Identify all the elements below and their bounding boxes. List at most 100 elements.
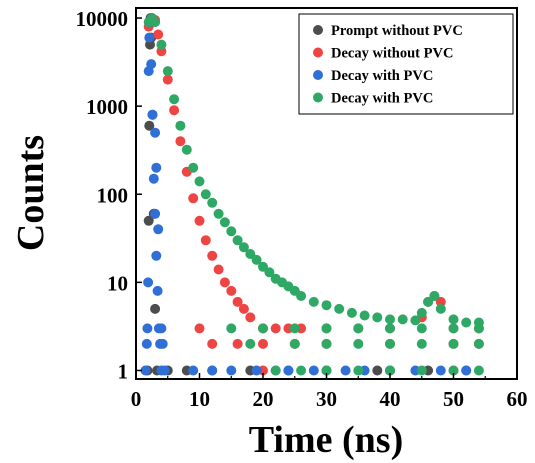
series-3-point-46: [353, 323, 364, 334]
series-3-point-56: [416, 338, 427, 349]
series-1-point-12: [207, 250, 218, 261]
x-axis-title: Time (ns): [249, 419, 403, 461]
series-3-point-66: [473, 365, 484, 376]
series-3-point-60: [296, 365, 307, 376]
series-2-point-34: [461, 365, 472, 376]
series-3-point-37: [429, 291, 440, 301]
series-2-point-1: [141, 338, 152, 349]
series-3-point-45: [321, 323, 332, 334]
series-3-point-28: [334, 303, 345, 314]
legend-label: Decay with PVC: [331, 91, 433, 107]
series-3-point-36: [423, 296, 434, 307]
x-tick-label: 10: [189, 387, 210, 411]
legend-box: [298, 13, 514, 115]
series-1-point-32: [194, 323, 205, 334]
series-1-point-20: [270, 323, 281, 334]
series-1-point-6: [169, 105, 180, 116]
series-3-point-10: [200, 189, 211, 200]
series-2-point-0: [140, 365, 151, 376]
series-2-point-18: [153, 224, 164, 235]
x-tick-label: 40: [380, 387, 401, 411]
series-3-point-62: [353, 365, 364, 376]
series-3-point-43: [258, 323, 268, 334]
series-1-point-16: [232, 296, 243, 307]
series-2-point-24: [226, 365, 237, 376]
y-axis: 1 10 100 1000 10000: [76, 7, 142, 383]
x-axis: 0 10 20 30 40 50 60: [131, 373, 528, 411]
series-1-point-17: [238, 303, 249, 314]
series-3-point-47: [385, 323, 395, 334]
series-3-point-49: [448, 323, 459, 334]
series-2-point-29: [340, 365, 351, 376]
series-3-point-65: [448, 365, 459, 376]
series-3-point-16: [238, 242, 249, 253]
series-3-point-13: [219, 217, 230, 228]
series-2-point-10: [150, 208, 161, 219]
legend-label: Decay with PVC: [331, 68, 433, 84]
series-2-point-25: [251, 365, 262, 376]
series-2-point-3: [143, 277, 154, 288]
series-3-point-34: [410, 315, 421, 326]
x-tick-label: 0: [131, 387, 142, 411]
series-3-point-9: [194, 176, 205, 187]
series-3-point-18: [251, 254, 262, 265]
series-3-point-29: [346, 307, 357, 318]
series-3-point-42: [226, 323, 237, 334]
y-tick-label: 1000: [86, 95, 128, 119]
series-2-point-33: [435, 365, 446, 376]
series-3-point-27: [321, 300, 332, 311]
series-3-point-59: [270, 365, 281, 376]
series-3-point-31: [372, 312, 383, 323]
series-1-point-33: [207, 338, 218, 349]
legend-marker: [313, 92, 323, 103]
y-tick-label: 10: [107, 271, 128, 295]
series-3-point-14: [226, 226, 237, 237]
series-3-point-8: [188, 162, 199, 173]
series-3-point-44: [289, 323, 300, 334]
series-3-point-2: [150, 17, 161, 28]
series-1-point-29: [435, 296, 446, 307]
series-3-point-64: [416, 365, 427, 376]
series-1-point-11: [200, 235, 211, 246]
legend-marker: [313, 70, 323, 80]
series-3-point-55: [385, 338, 395, 349]
series-3-point-3: [156, 39, 167, 50]
series-3-point-32: [385, 314, 395, 325]
series-1-point-7: [175, 136, 186, 147]
series-3-point-51: [245, 338, 256, 349]
series-3-point-25: [296, 291, 307, 301]
series-2-point-17: [151, 162, 162, 173]
series-1-point-35: [258, 338, 268, 349]
series-2-point-28: [308, 365, 319, 376]
series-3-point-58: [473, 338, 484, 349]
series-1-point-15: [226, 285, 237, 296]
series-2-point-2: [142, 323, 153, 334]
series-3-point-54: [353, 338, 364, 349]
series-3-point-20: [264, 267, 275, 278]
legend-marker: [313, 25, 323, 35]
series-3-point-6: [175, 120, 186, 131]
series-0-point-8: [150, 303, 161, 314]
series-2-point-12: [152, 285, 163, 296]
series-3-point-30: [359, 310, 370, 321]
series-2-point-19: [156, 323, 167, 334]
series-3-point-4: [162, 66, 173, 77]
x-tick-label: 50: [443, 387, 464, 411]
series-3-point-50: [473, 323, 484, 334]
series-2-point-22: [188, 365, 199, 376]
series-2-point-23: [207, 365, 218, 376]
legend-label: Prompt without PVC: [331, 23, 463, 39]
series-3-point-52: [289, 338, 300, 349]
x-tick-label: 60: [507, 387, 528, 411]
x-tick-label: 30: [316, 387, 337, 411]
series-0-point-2: [144, 120, 155, 131]
series-1-point-5: [162, 74, 173, 85]
series-3-point-33: [397, 314, 408, 325]
series-3-point-57: [448, 338, 459, 349]
series-3-point-5: [169, 94, 180, 105]
y-tick-label: 10000: [76, 7, 129, 31]
series-2-point-11: [151, 250, 162, 261]
series-2-point-7: [146, 59, 157, 70]
series-1-point-10: [194, 215, 205, 226]
